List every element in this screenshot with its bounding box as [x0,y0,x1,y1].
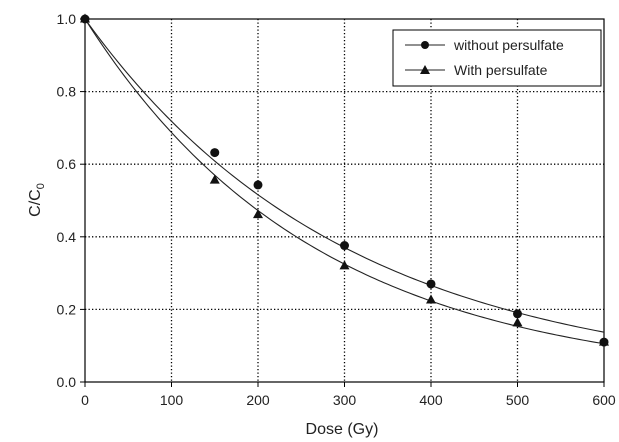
legend-marker-triangle [420,65,430,74]
y-tick-label: 0.8 [57,84,77,100]
data-markers [80,13,609,347]
data-point-triangle [426,294,436,304]
data-point-triangle [80,13,90,23]
legend-box [392,29,602,87]
y-tick-label: 0.2 [57,301,77,317]
data-point-circle [426,279,436,289]
data-point-triangle [339,260,350,270]
data-point-circle [253,180,263,190]
data-point-circle [340,241,349,251]
legend-marker-circle [421,41,429,49]
x-tick-label: 600 [592,392,616,408]
y-tick-label: 0.0 [57,374,77,390]
data-point-triangle [209,174,220,184]
data-point-triangle [253,209,263,219]
data-point-circle [210,148,220,158]
y-axis-label: C/C0 [27,183,47,217]
data-point-triangle [512,317,523,327]
x-tick-label: 100 [160,392,184,408]
data-point-triangle [599,336,609,346]
x-tick-label: 200 [246,392,270,408]
y-tick-label: 1.0 [57,11,77,27]
y-tick-label: 0.6 [57,156,77,172]
legend-label-without-persulfate: without persulfate [453,37,564,53]
x-tick-label: 400 [419,392,443,408]
y-tick-label: 0.4 [57,229,77,245]
y-axis-label-main: C/C [27,189,44,217]
legend-label-with-persulfate: With persulfate [454,62,548,78]
data-point-circle [513,309,522,319]
x-tick-label: 300 [333,392,357,408]
x-tick-label: 500 [506,392,530,408]
y-axis-label-subscript: 0 [35,183,47,189]
x-tick-label: 0 [81,392,89,408]
axis-ticks: 0 100 200 300 400 500 600 0.0 0.2 0.4 0.6 0.8 1.0 [57,11,616,408]
x-axis-label: Dose (Gy) [306,421,379,438]
legend: without persulfate With persulfate [392,29,602,87]
